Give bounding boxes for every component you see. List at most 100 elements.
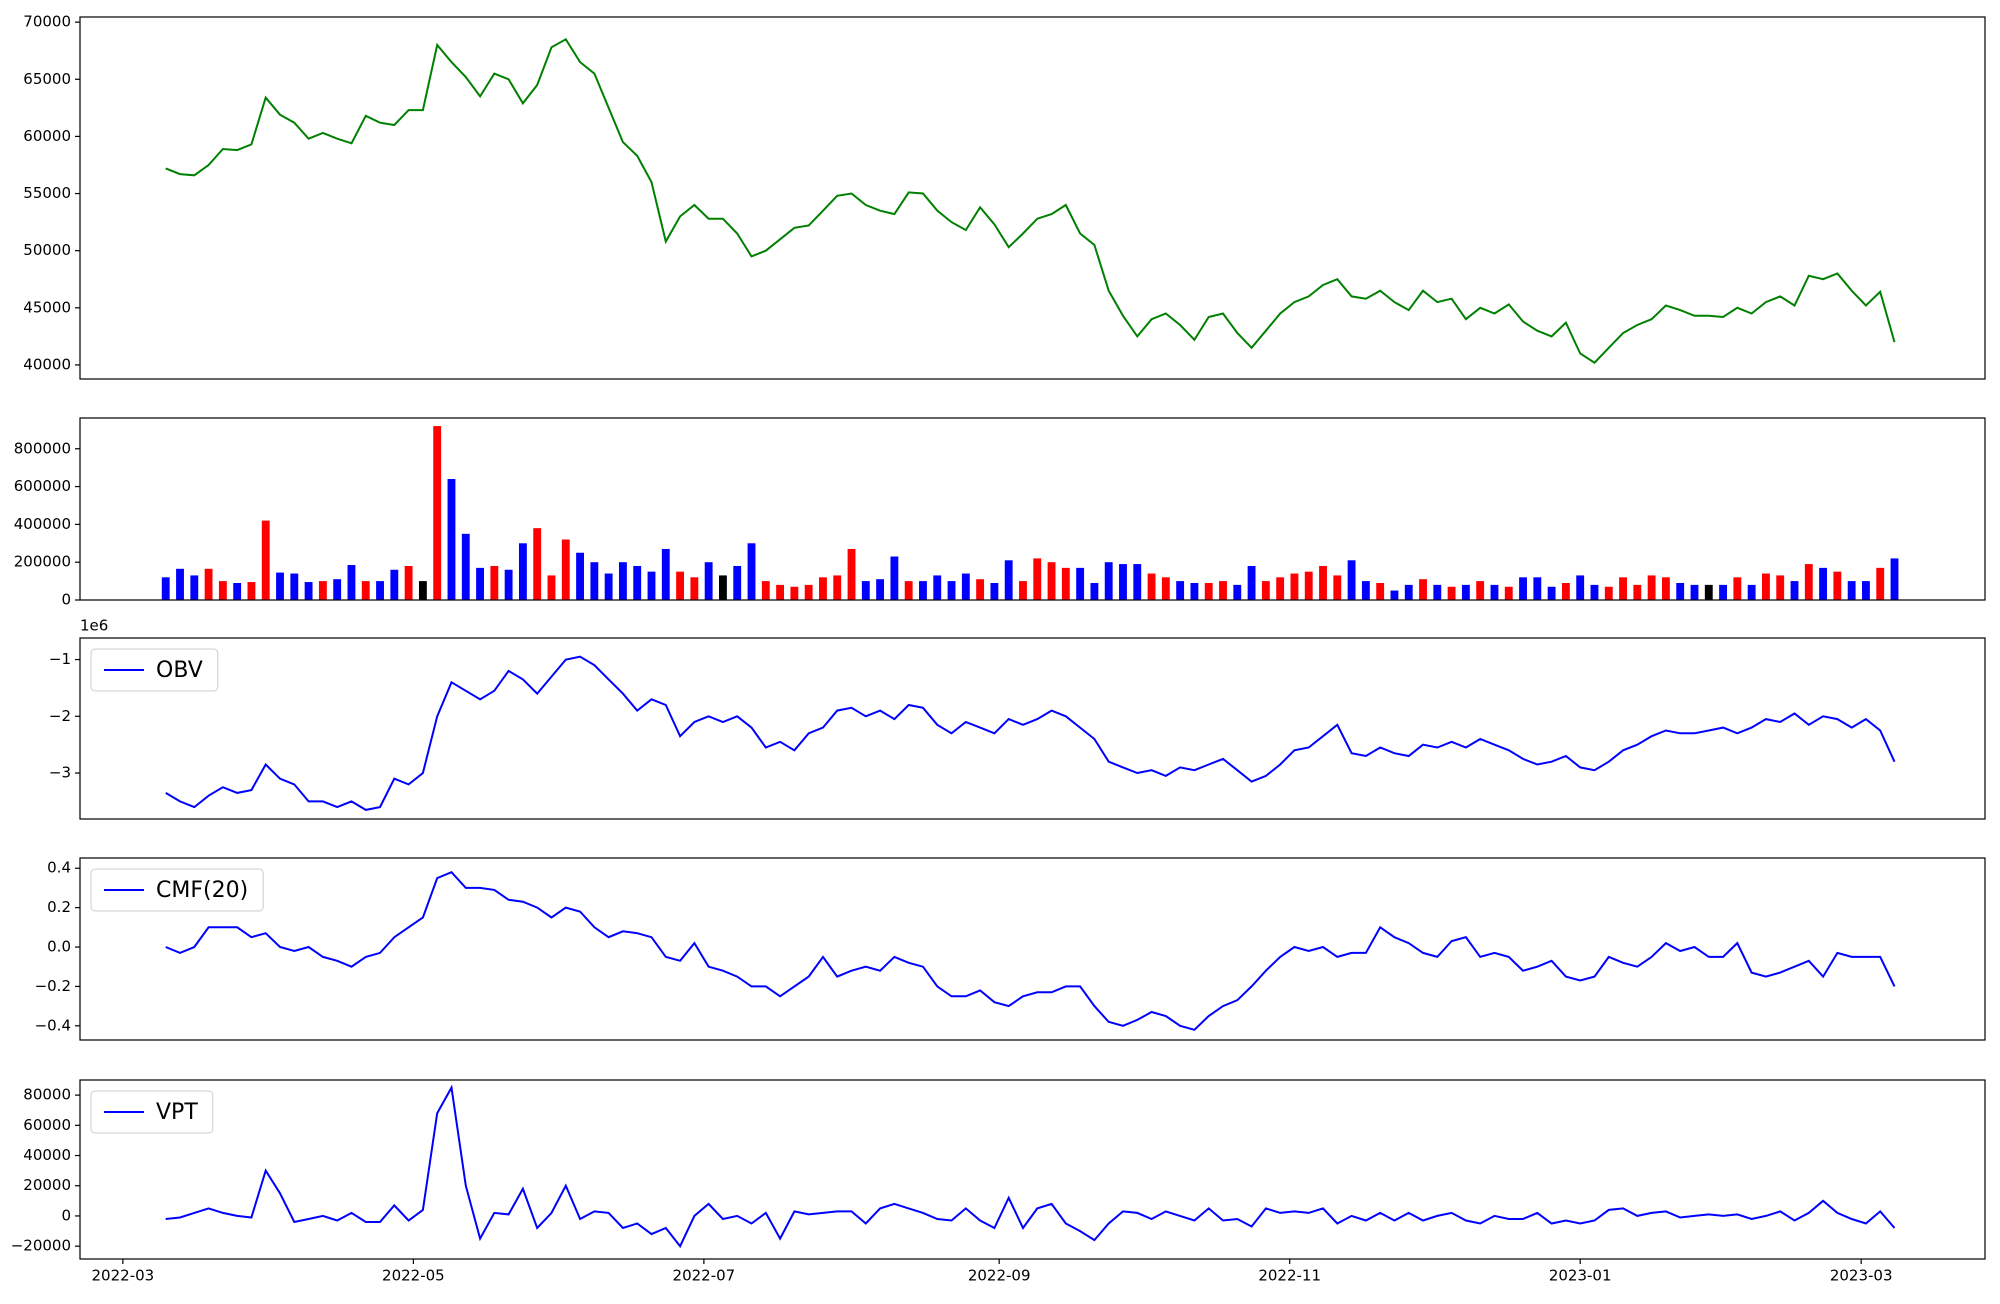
bar: [1776, 575, 1785, 600]
bar: [1519, 577, 1527, 600]
bar: [1119, 564, 1127, 600]
bar: [1347, 560, 1356, 600]
bar: [176, 568, 184, 600]
axes-frame: [79, 417, 1986, 601]
y-tick-label: 200000: [14, 553, 71, 571]
y-tick-label: 600000: [14, 477, 71, 495]
bar: [1490, 584, 1499, 600]
bar: [1661, 577, 1670, 600]
bar: [604, 573, 613, 600]
bar: [1219, 581, 1227, 600]
bar: [1847, 581, 1856, 600]
y-tick-label: −1: [49, 650, 71, 668]
bar: [1504, 586, 1513, 600]
x-tick-label: 2022-09: [968, 1267, 1031, 1285]
bar: [276, 572, 284, 600]
bar: [747, 543, 756, 600]
bar: [933, 575, 942, 600]
bar: [233, 582, 242, 600]
y-tick-label: 0.4: [47, 859, 71, 877]
bar: [1190, 582, 1199, 600]
bar: [1819, 567, 1828, 600]
series-line: [165, 655, 1896, 811]
legend: VPT: [90, 1090, 214, 1134]
y-tick-label: 0: [61, 591, 71, 609]
y-tick-label: 0.2: [47, 898, 71, 916]
bar: [490, 565, 499, 600]
bar: [1133, 564, 1142, 600]
bar: [1676, 582, 1685, 600]
axes-frame: [79, 637, 1986, 820]
bar: [418, 581, 427, 600]
bar: [1333, 575, 1342, 600]
y-tick-label: 60000: [23, 127, 71, 145]
legend: CMF(20): [90, 868, 264, 912]
x-tick-label: 2023-03: [1830, 1267, 1893, 1285]
x-tick-label: 2022-05: [382, 1267, 445, 1285]
bar: [1090, 582, 1099, 600]
bar: [304, 582, 313, 600]
bar: [1004, 560, 1013, 600]
bar: [719, 575, 727, 600]
y-tick-label: 0.0: [47, 938, 71, 956]
bar: [1890, 558, 1899, 600]
bar: [1619, 577, 1627, 600]
bar: [976, 579, 985, 600]
bar: [1204, 582, 1213, 600]
bar: [1319, 565, 1327, 600]
bar: [1561, 582, 1570, 600]
y-tick-label: −20000: [11, 1237, 71, 1255]
bar: [161, 577, 170, 600]
bar: [861, 581, 870, 600]
bar: [576, 552, 584, 600]
y-tick-label: 40000: [23, 355, 71, 373]
bar: [1290, 573, 1299, 600]
bar: [1690, 584, 1699, 600]
bar: [433, 426, 442, 600]
bar: [204, 568, 213, 600]
bar: [833, 575, 842, 600]
bar: [447, 479, 456, 600]
bar: [1590, 584, 1599, 600]
bar: [876, 579, 885, 600]
bar: [1061, 567, 1070, 600]
bar: [318, 581, 327, 600]
bar: [1733, 577, 1742, 600]
offset-label: 1e6: [80, 617, 108, 635]
bar: [790, 586, 799, 600]
bar: [1747, 584, 1756, 600]
bar: [1161, 577, 1170, 600]
bar: [590, 562, 599, 600]
bar: [1547, 586, 1556, 600]
bar: [1647, 575, 1656, 600]
axes-frame: [79, 16, 1986, 380]
x-tick-label: 2023-01: [1549, 1267, 1612, 1285]
bar: [704, 562, 713, 600]
bar: [990, 582, 999, 600]
legend: OBV: [90, 648, 219, 692]
bar: [1233, 584, 1242, 600]
bar: [190, 575, 199, 600]
bar: [661, 548, 670, 600]
bar: [1533, 577, 1542, 600]
legend-box: [90, 868, 264, 912]
bar: [1876, 567, 1885, 600]
bar: [961, 573, 970, 600]
bar: [1261, 581, 1270, 600]
bar: [1704, 584, 1713, 600]
y-tick-label: 80000: [23, 1086, 71, 1104]
bar: [1604, 586, 1613, 600]
y-tick-label: −0.2: [35, 977, 71, 995]
bar: [1076, 567, 1085, 600]
series-line: [165, 1084, 1896, 1249]
bar: [1247, 565, 1256, 600]
x-tick-label: 2022-03: [92, 1267, 155, 1285]
bar: [776, 584, 785, 600]
y-tick-label: 400000: [14, 515, 71, 533]
bar: [290, 573, 299, 600]
axes-frame: [79, 857, 1986, 1041]
y-tick-label: 55000: [23, 184, 71, 202]
legend-label: OBV: [156, 658, 203, 683]
y-tick-label: 0: [61, 1206, 71, 1224]
